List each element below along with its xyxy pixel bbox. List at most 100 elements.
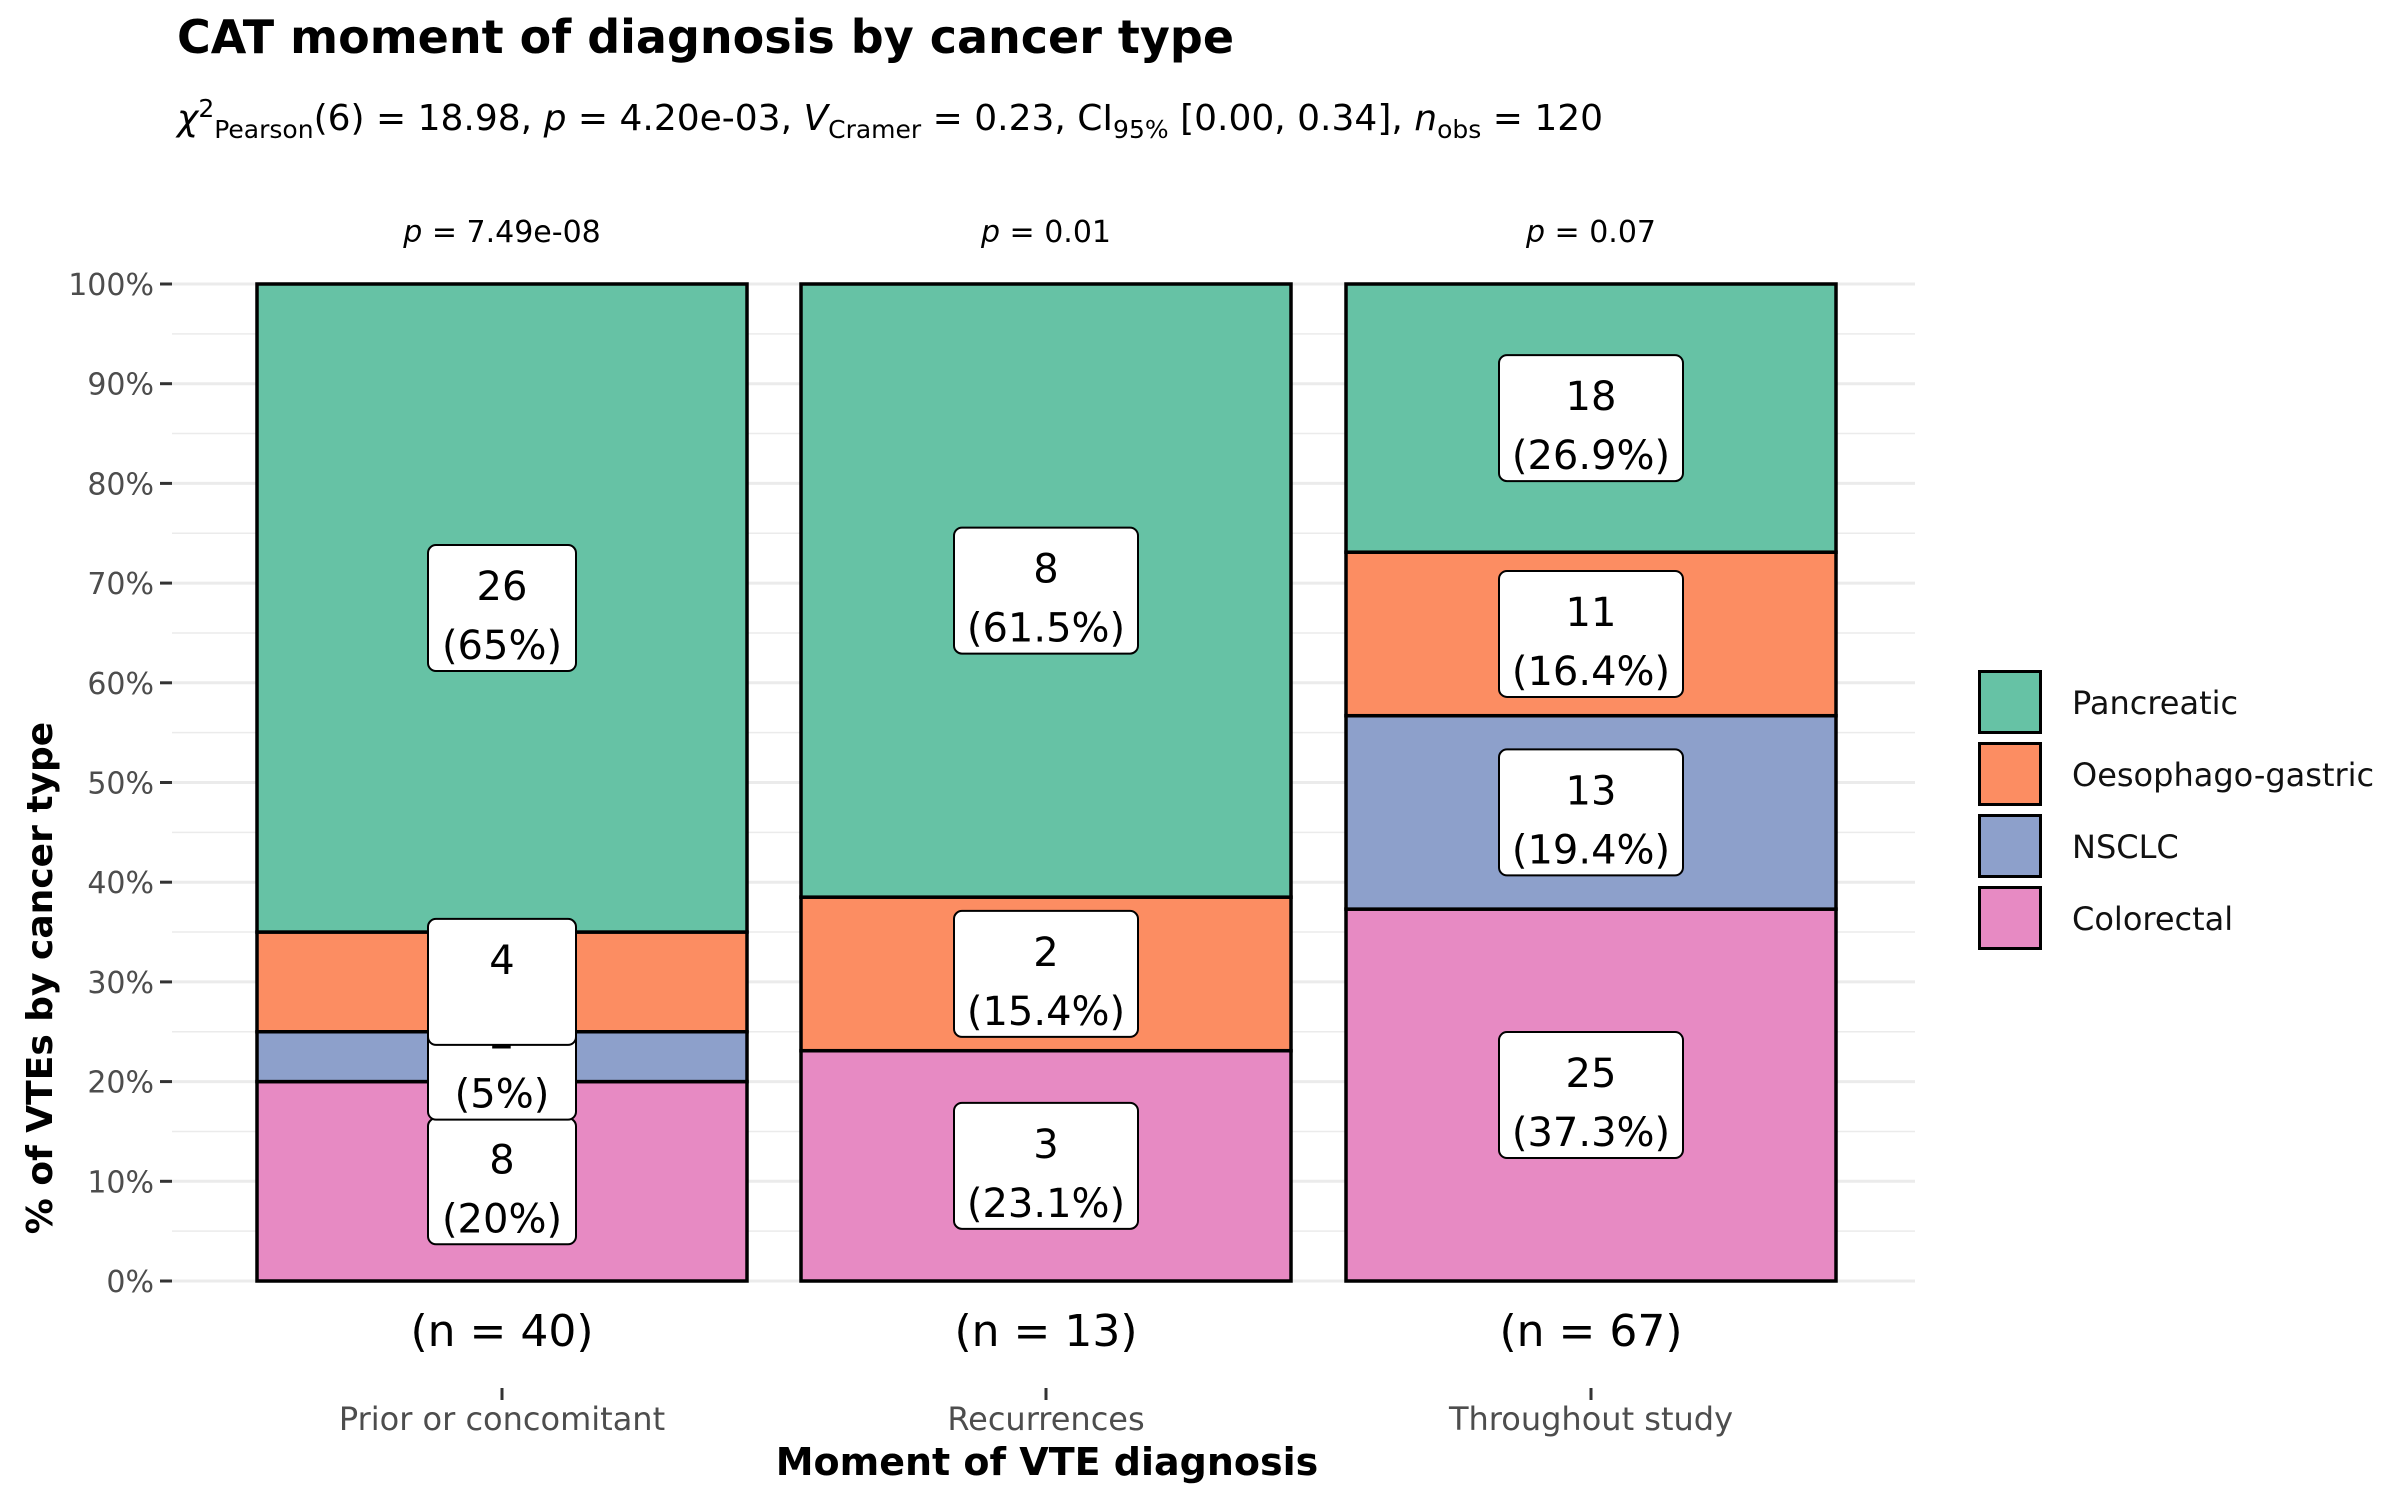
- y-tick-label: 0%: [106, 1265, 154, 1300]
- segment-percent-label: (5%): [455, 1072, 550, 1118]
- segment-label-box: [953, 526, 1139, 655]
- segment-label-box: [1498, 1031, 1684, 1160]
- v-value: = 0.23,: [921, 98, 1078, 139]
- chi-value: (6) = 18.98,: [313, 98, 544, 139]
- segment-labels: 8 (20%) 2 (5%) 4 26 (65%) 3 (23.1%) 2 (15.4%) 8 (61.…: [427, 354, 1684, 1246]
- segment-count-label: 8: [1033, 547, 1058, 593]
- p-number: = 7.49e-08: [422, 215, 600, 250]
- segment-percent-label: (61.5%): [967, 606, 1125, 652]
- chart-title: CAT moment of diagnosis by cancer type: [177, 10, 1235, 64]
- segment-percent-label: (19.4%): [1512, 827, 1670, 873]
- p-symbol: p: [402, 215, 422, 250]
- legend-swatch: [1978, 814, 2042, 878]
- chi-symbol: χ: [177, 98, 199, 139]
- segment-label: 11 (16.4%): [1498, 569, 1684, 698]
- legend-label: Pancreatic: [2072, 684, 2239, 722]
- y-tick-label: 60%: [87, 667, 154, 702]
- p-symbol: p: [980, 215, 1000, 250]
- p-value-label: p = 7.49e-08: [402, 215, 601, 250]
- segment-count-label: 3: [1033, 1122, 1058, 1168]
- x-tick-label: Recurrences: [947, 1400, 1144, 1438]
- segment-label-box: [427, 544, 577, 673]
- legend-swatch: [1978, 742, 2042, 806]
- segment-percent-label: (15.4%): [967, 989, 1125, 1035]
- legend-swatch: [1978, 886, 2042, 950]
- segment-percent-label: (65%): [442, 623, 562, 669]
- segment-label-box: [427, 917, 577, 1046]
- chi-superscript: 2: [198, 94, 215, 123]
- p-number: = 0.07: [1545, 215, 1656, 250]
- y-tick-label: 70%: [87, 567, 154, 602]
- segment-label: 4: [427, 917, 577, 1046]
- bar-stacks: [255, 282, 1838, 1283]
- p-symbol: p: [1525, 215, 1545, 250]
- p-value: = 4.20e-03,: [566, 98, 804, 139]
- segment-label-box: [953, 909, 1139, 1038]
- segment-count-label: 13: [1566, 768, 1617, 814]
- segment-count-label: 25: [1566, 1051, 1617, 1097]
- p-value-label: p = 0.01: [980, 215, 1111, 250]
- p-value-label: p = 0.07: [1525, 215, 1656, 250]
- v-subscript: Cramer: [828, 115, 922, 145]
- axes: 0% 10% 20% 30% 40% 50% 60% 70% 80% 90% 100% p = 7.4…: [68, 215, 1733, 1438]
- legend-swatch: [1978, 670, 2042, 734]
- n-value: = 120: [1481, 98, 1604, 139]
- x-axis-title: Moment of VTE diagnosis: [776, 1440, 1319, 1484]
- n-symbol: n: [1414, 98, 1438, 139]
- p-number: = 0.01: [1000, 215, 1111, 250]
- legend-item: Oesophago-gastric: [1978, 740, 2400, 812]
- x-tick-label: Throughout study: [1448, 1400, 1733, 1438]
- segment-count-label: 26: [477, 564, 528, 610]
- y-tick-label: 10%: [87, 1165, 154, 1200]
- legend-label: NSCLC: [2072, 828, 2179, 866]
- y-tick-label: 90%: [87, 368, 154, 403]
- segment-count-label: 11: [1566, 590, 1617, 636]
- legend-label: Colorectal: [2072, 900, 2234, 938]
- y-tick-label: 30%: [87, 966, 154, 1001]
- segment-label: 2 (15.4%): [953, 909, 1139, 1038]
- segment-label-box: [953, 1101, 1139, 1230]
- count-label: (n = 67): [1499, 1306, 1682, 1357]
- n-subscript: obs: [1437, 115, 1482, 145]
- y-tick-label: 100%: [68, 268, 154, 303]
- x-tick-label: Prior or concomitant: [339, 1400, 665, 1438]
- segment-percent-label: (20%): [442, 1196, 562, 1242]
- chart-subtitle: χ2Pearson(6) = 18.98, p = 4.20e-03, VCra…: [177, 94, 1603, 144]
- segment-label: 13 (19.4%): [1498, 748, 1684, 877]
- segment-label-box: [1498, 354, 1684, 483]
- y-tick-label: 40%: [87, 866, 154, 901]
- y-tick-label: 50%: [87, 767, 154, 802]
- segment-label-box: [1498, 748, 1684, 877]
- segment-count-label: 18: [1566, 374, 1617, 420]
- segment-count-label: 2: [1033, 930, 1058, 976]
- chi-subscript: Pearson: [214, 115, 314, 145]
- legend-label: Oesophago-gastric: [2072, 756, 2375, 794]
- count-label: (n = 13): [954, 1306, 1137, 1357]
- segment-label: 25 (37.3%): [1498, 1031, 1684, 1160]
- ci-value: [0.00, 0.34],: [1168, 98, 1415, 139]
- y-tick-label: 80%: [87, 467, 154, 502]
- segment-count-label: 4: [489, 938, 514, 984]
- segment-label: 26 (65%): [427, 544, 577, 673]
- legend-item: NSCLC: [1978, 812, 2400, 884]
- legend-item: Colorectal: [1978, 884, 2400, 956]
- segment-percent-label: (23.1%): [967, 1181, 1125, 1227]
- y-tick-label: 20%: [87, 1066, 154, 1101]
- ci-subscript: 95%: [1113, 115, 1169, 145]
- v-symbol: V: [803, 98, 829, 139]
- segment-percent-label: (37.3%): [1512, 1110, 1670, 1156]
- segment-count-label: 8: [489, 1137, 514, 1183]
- segment-label: 18 (26.9%): [1498, 354, 1684, 483]
- segment-label-box: [1498, 569, 1684, 698]
- y-axis-title: % of VTEs by cancer type: [20, 722, 61, 1234]
- ci-symbol: CI: [1077, 98, 1114, 139]
- segment-percent-label: (26.9%): [1512, 433, 1670, 479]
- count-label: (n = 40): [410, 1306, 593, 1357]
- segment-label: 8 (20%): [427, 1117, 577, 1246]
- legend-item: Pancreatic: [1978, 668, 2400, 740]
- p-symbol: p: [543, 98, 567, 139]
- segment-label: 3 (23.1%): [953, 1101, 1139, 1230]
- segment-label: 8 (61.5%): [953, 526, 1139, 655]
- segment-percent-label: (16.4%): [1512, 649, 1670, 695]
